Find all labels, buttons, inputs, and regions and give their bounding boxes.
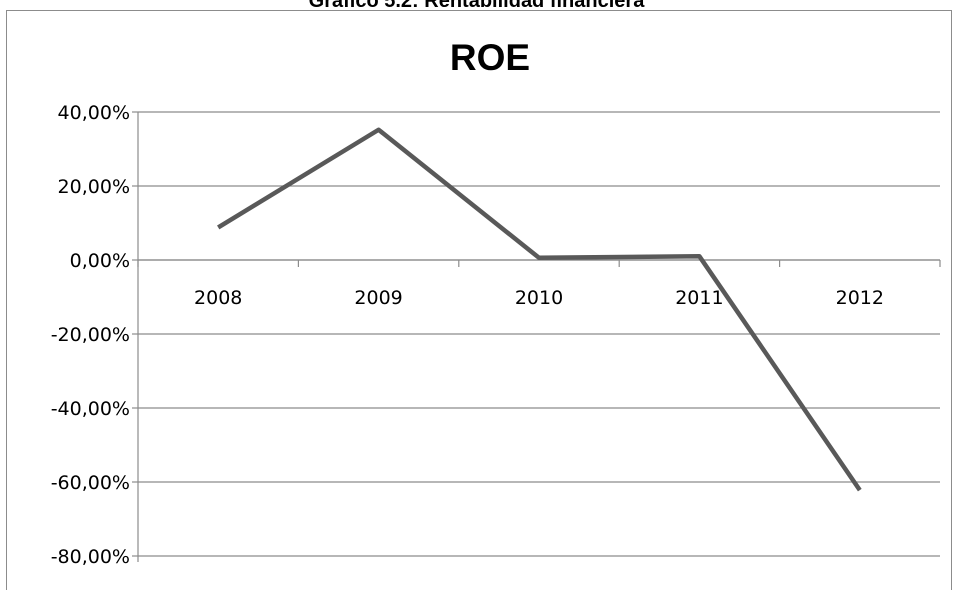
y-tick-label: 40,00% (58, 102, 130, 124)
x-tick-label: 2009 (354, 287, 402, 309)
x-tick-labels: 2008 2009 2010 2011 2012 (194, 287, 884, 309)
y-tick-label: -20,00% (51, 324, 130, 346)
x-tick-label: 2008 (194, 287, 242, 309)
chart-title: ROE (450, 37, 530, 78)
series-line (218, 130, 860, 490)
y-tick-label: -40,00% (51, 398, 130, 420)
y-tick-label: 20,00% (58, 176, 130, 198)
x-tick-label: 2012 (836, 287, 884, 309)
y-tick-labels: 40,00% 20,00% 0,00% -20,00% -40,00% -60,00% -8… (51, 102, 130, 568)
y-tick-label: -60,00% (51, 472, 130, 494)
y-tick-label: -80,00% (51, 546, 130, 568)
gridlines (138, 112, 940, 556)
x-tick-label: 2010 (515, 287, 563, 309)
series (218, 130, 860, 491)
axes (132, 112, 940, 562)
y-tick-label: 0,00% (70, 250, 130, 272)
x-tick-label: 2011 (675, 287, 723, 309)
